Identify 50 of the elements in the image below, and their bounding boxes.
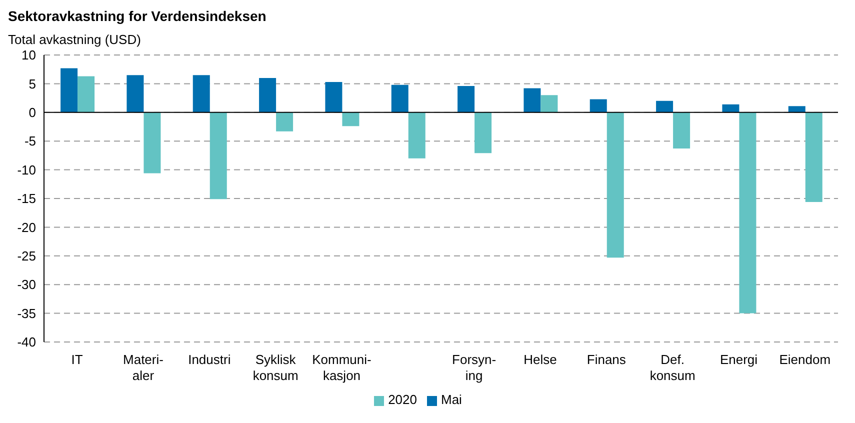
y-tick-label: -20 <box>17 220 36 235</box>
bar <box>656 100 674 112</box>
x-tick-label: IT <box>71 352 83 367</box>
x-tick-label: Helse <box>524 352 557 367</box>
y-tick-label: -35 <box>17 306 36 321</box>
bar <box>590 99 607 112</box>
bar <box>722 104 740 112</box>
bar <box>408 112 426 158</box>
y-tick-label: -40 <box>17 334 36 350</box>
y-tick-label: -30 <box>17 277 36 292</box>
x-tick-label: Industri <box>188 352 231 367</box>
y-tick-label: 0 <box>28 105 36 120</box>
x-tick-label: Materi- aler <box>123 352 164 383</box>
bar <box>60 68 78 112</box>
bar <box>805 112 822 202</box>
bar <box>391 84 408 112</box>
bar <box>524 88 541 112</box>
y-axis-title: Total avkastning (USD) <box>8 32 142 47</box>
y-tick-label: 5 <box>28 76 36 92</box>
bar <box>144 112 161 174</box>
x-tick-label: Finans <box>586 352 626 367</box>
x-tick-label: Eiendom <box>779 352 831 367</box>
y-tick-label: -15 <box>17 191 36 206</box>
x-tick-label: Syklisk konsum <box>252 352 298 383</box>
bar <box>458 86 475 112</box>
x-tick-label: Energi <box>720 352 758 367</box>
y-tick-label: 10 <box>22 48 36 63</box>
bar <box>342 112 360 126</box>
legend-label: Mai <box>440 392 462 407</box>
chart-title: Sektoravkastning for Verdensindeksen <box>8 8 268 24</box>
bar <box>78 76 95 112</box>
bar <box>126 75 144 112</box>
bar <box>325 82 342 112</box>
bar <box>210 112 227 200</box>
x-tick-label: Kommuni- kasjon <box>312 352 372 383</box>
bar <box>540 95 558 112</box>
bar <box>474 112 492 154</box>
bar <box>276 112 294 132</box>
bar <box>673 112 690 149</box>
bar <box>192 75 210 112</box>
y-tick-label: -25 <box>17 248 36 264</box>
legend-label: 2020 <box>388 392 417 407</box>
bar <box>788 106 806 112</box>
y-tick-label: -10 <box>17 162 36 178</box>
bar <box>606 112 624 258</box>
bar <box>259 78 276 112</box>
bar <box>739 112 756 314</box>
x-tick-label: Forsyn- ing <box>452 352 496 383</box>
x-tick-label: Def. konsum <box>650 352 696 383</box>
y-tick-label: -5 <box>24 134 36 149</box>
